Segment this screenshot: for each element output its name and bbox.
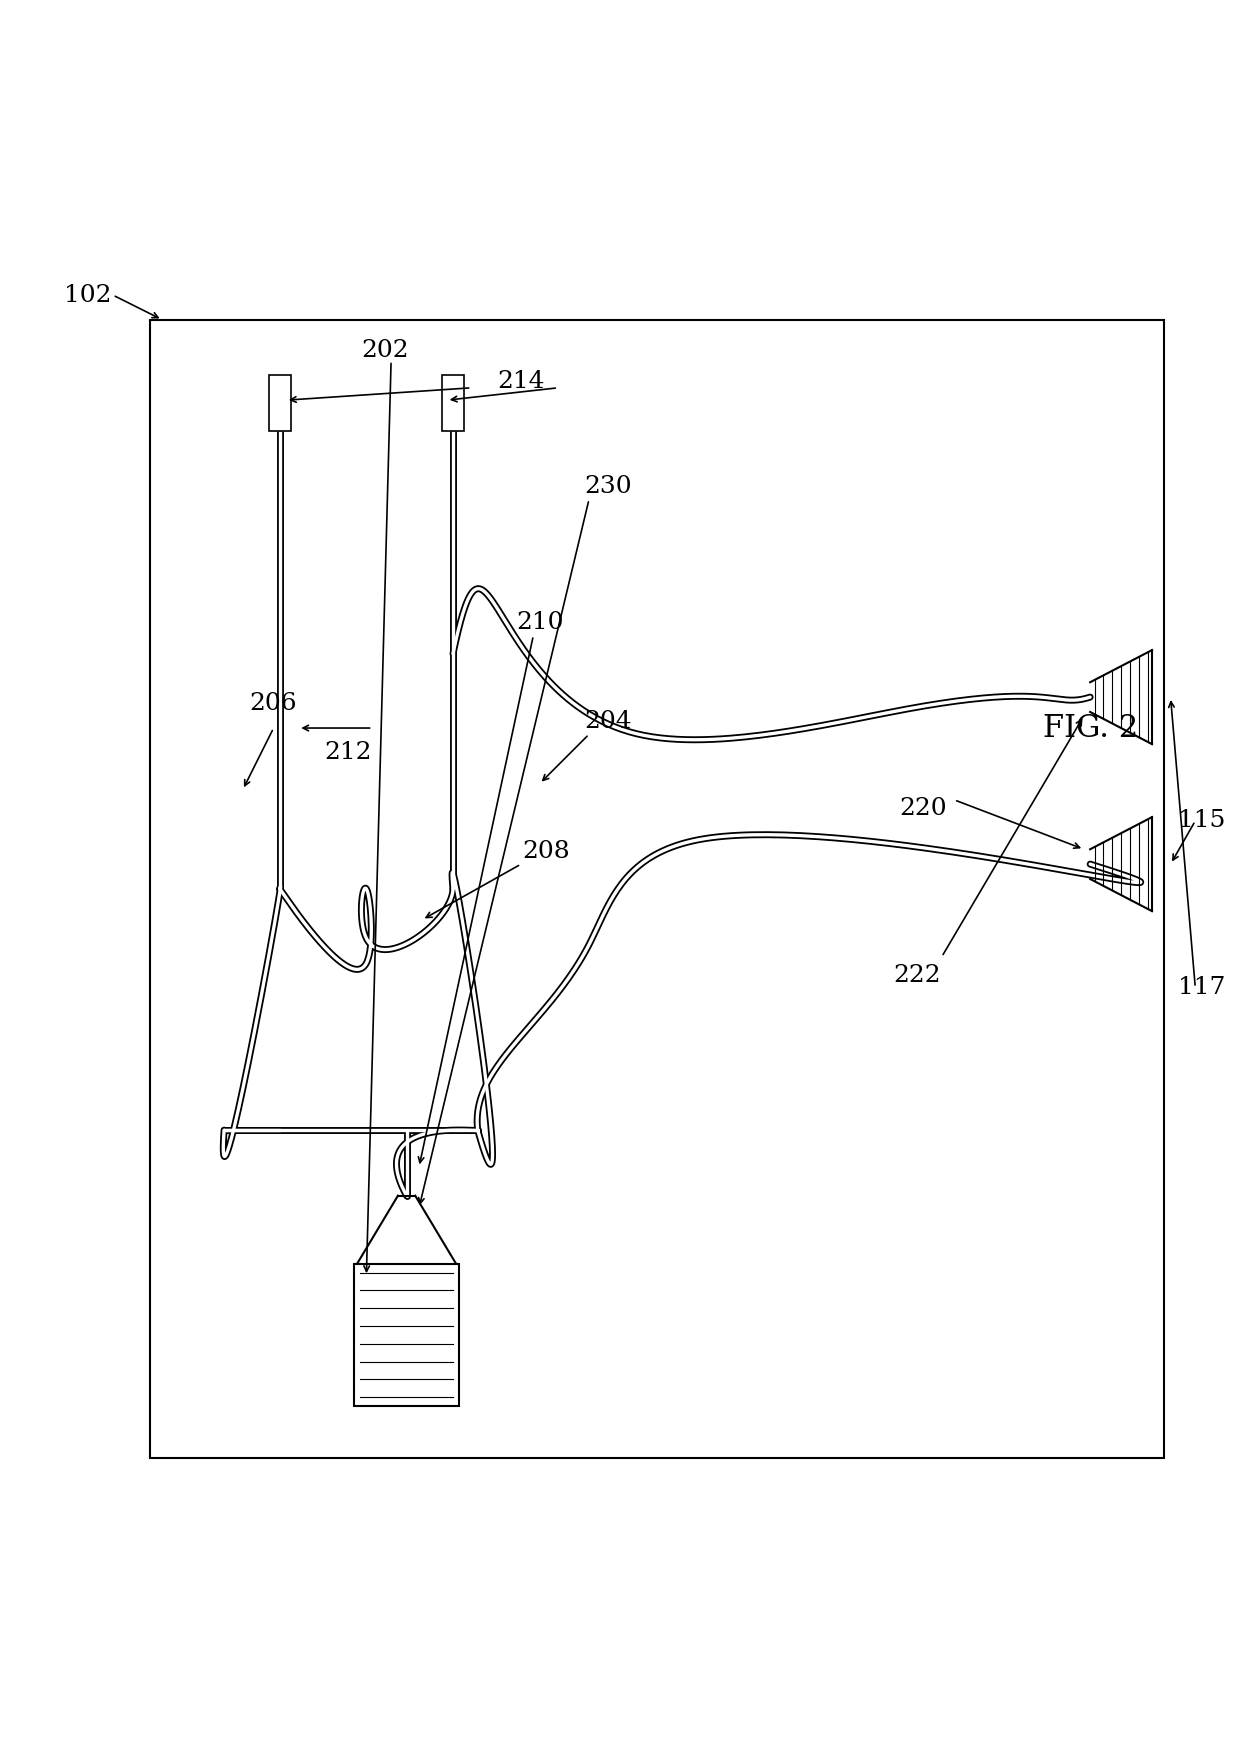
Text: 214: 214 bbox=[497, 370, 544, 393]
Text: 222: 222 bbox=[893, 964, 941, 987]
Bar bbox=[269, 375, 291, 431]
Text: 210: 210 bbox=[516, 612, 563, 635]
Bar bbox=[150, 319, 1164, 1458]
Text: 202: 202 bbox=[361, 338, 409, 363]
Text: 206: 206 bbox=[249, 692, 298, 715]
Bar bbox=[441, 375, 464, 431]
Bar bbox=[353, 1264, 459, 1406]
Text: 230: 230 bbox=[584, 475, 631, 498]
Text: FIG. 2: FIG. 2 bbox=[1043, 712, 1138, 743]
Text: 208: 208 bbox=[522, 840, 569, 862]
Text: 102: 102 bbox=[64, 284, 112, 307]
Text: 204: 204 bbox=[584, 710, 631, 733]
Text: 117: 117 bbox=[1178, 976, 1225, 999]
Text: 212: 212 bbox=[324, 742, 372, 764]
Text: 220: 220 bbox=[899, 798, 947, 820]
Text: 115: 115 bbox=[1178, 810, 1225, 833]
